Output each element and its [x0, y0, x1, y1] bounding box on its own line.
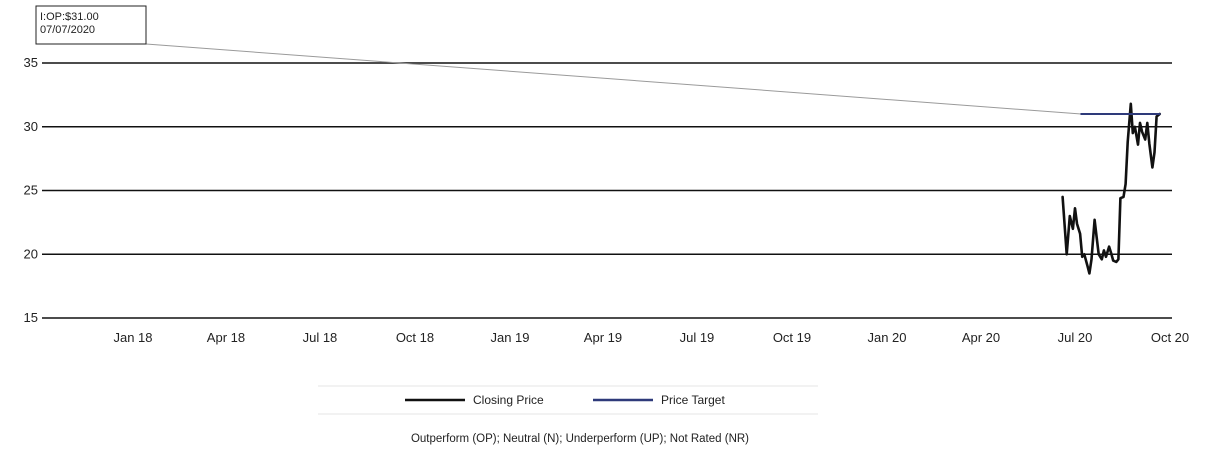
legend-label-price-target: Price Target [661, 393, 725, 407]
x-tick-label: Jan 20 [867, 330, 906, 345]
x-axis-ticks: Jan 18 Apr 18 Jul 18 Oct 18 Jan 19 Apr 19 Jul … [113, 330, 1189, 345]
x-tick-label: Jul 19 [680, 330, 715, 345]
y-axis-ticks: 15 20 25 30 35 [24, 55, 38, 325]
legend: Closing Price Price Target [318, 385, 818, 415]
rating-footnote: Outperform (OP); Neutral (N); Underperfo… [411, 433, 749, 445]
x-tick-label: Jul 18 [303, 330, 338, 345]
x-tick-label: Oct 18 [396, 330, 434, 345]
x-tick-label: Apr 19 [584, 330, 622, 345]
annotation-leaders [145, 43, 1082, 115]
x-tick-label: Apr 18 [207, 330, 245, 345]
y-tick-label: 15 [24, 310, 38, 325]
y-tick-label: 35 [24, 55, 38, 70]
callout-text: 07/07/2020 [40, 24, 95, 36]
y-tick-label: 20 [24, 246, 38, 261]
x-tick-label: Apr 20 [962, 330, 1000, 345]
grid-lines [42, 62, 1172, 319]
series-line-closing-price [1061, 102, 1161, 275]
rating-callout-box [35, 5, 147, 45]
y-tick-label: 25 [24, 183, 38, 198]
x-tick-label: Jul 20 [1058, 330, 1093, 345]
callout-text: I:OP:$31.00 [40, 11, 99, 23]
x-tick-label: Oct 19 [773, 330, 811, 345]
x-tick-label: Jan 18 [113, 330, 152, 345]
x-tick-label: Jan 19 [490, 330, 529, 345]
legend-label-closing-price: Closing Price [473, 393, 544, 407]
x-tick-label: Oct 20 [1151, 330, 1189, 345]
callout-leader-line [145, 43, 1082, 115]
series-lines [1061, 102, 1161, 275]
y-tick-label: 30 [24, 119, 38, 134]
